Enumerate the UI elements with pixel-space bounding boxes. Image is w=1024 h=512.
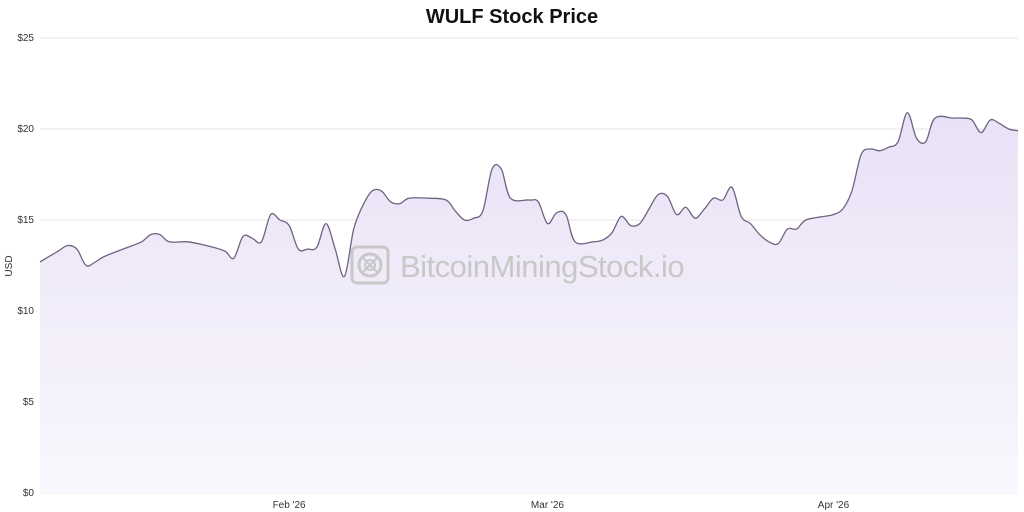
y-tick-label: $10 (17, 306, 34, 317)
watermark: BitcoinMiningStock.io (350, 245, 685, 285)
watermark-text: BitcoinMiningStock.io (400, 249, 684, 284)
price-area-fill (40, 112, 1018, 493)
chart-title: WULF Stock Price (425, 6, 599, 28)
y-axis-label: USD (4, 255, 15, 276)
bitcoin-mining-chip-logo-icon (350, 245, 390, 285)
y-tick-label: $15 (17, 215, 34, 226)
x-tick-label: Apr '26 (818, 500, 850, 511)
x-tick-label: Mar '26 (531, 500, 564, 511)
y-tick-label: $20 (17, 124, 34, 135)
y-tick-label: $0 (23, 488, 35, 499)
x-tick-label: Feb '26 (273, 500, 306, 511)
price-line (39, 111, 1019, 278)
y-tick-label: $25 (17, 33, 34, 44)
y-tick-label: $5 (23, 397, 35, 408)
